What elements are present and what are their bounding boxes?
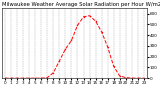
Text: Milwaukee Weather Average Solar Radiation per Hour W/m2 (Last 24 Hours): Milwaukee Weather Average Solar Radiatio… bbox=[2, 2, 160, 7]
